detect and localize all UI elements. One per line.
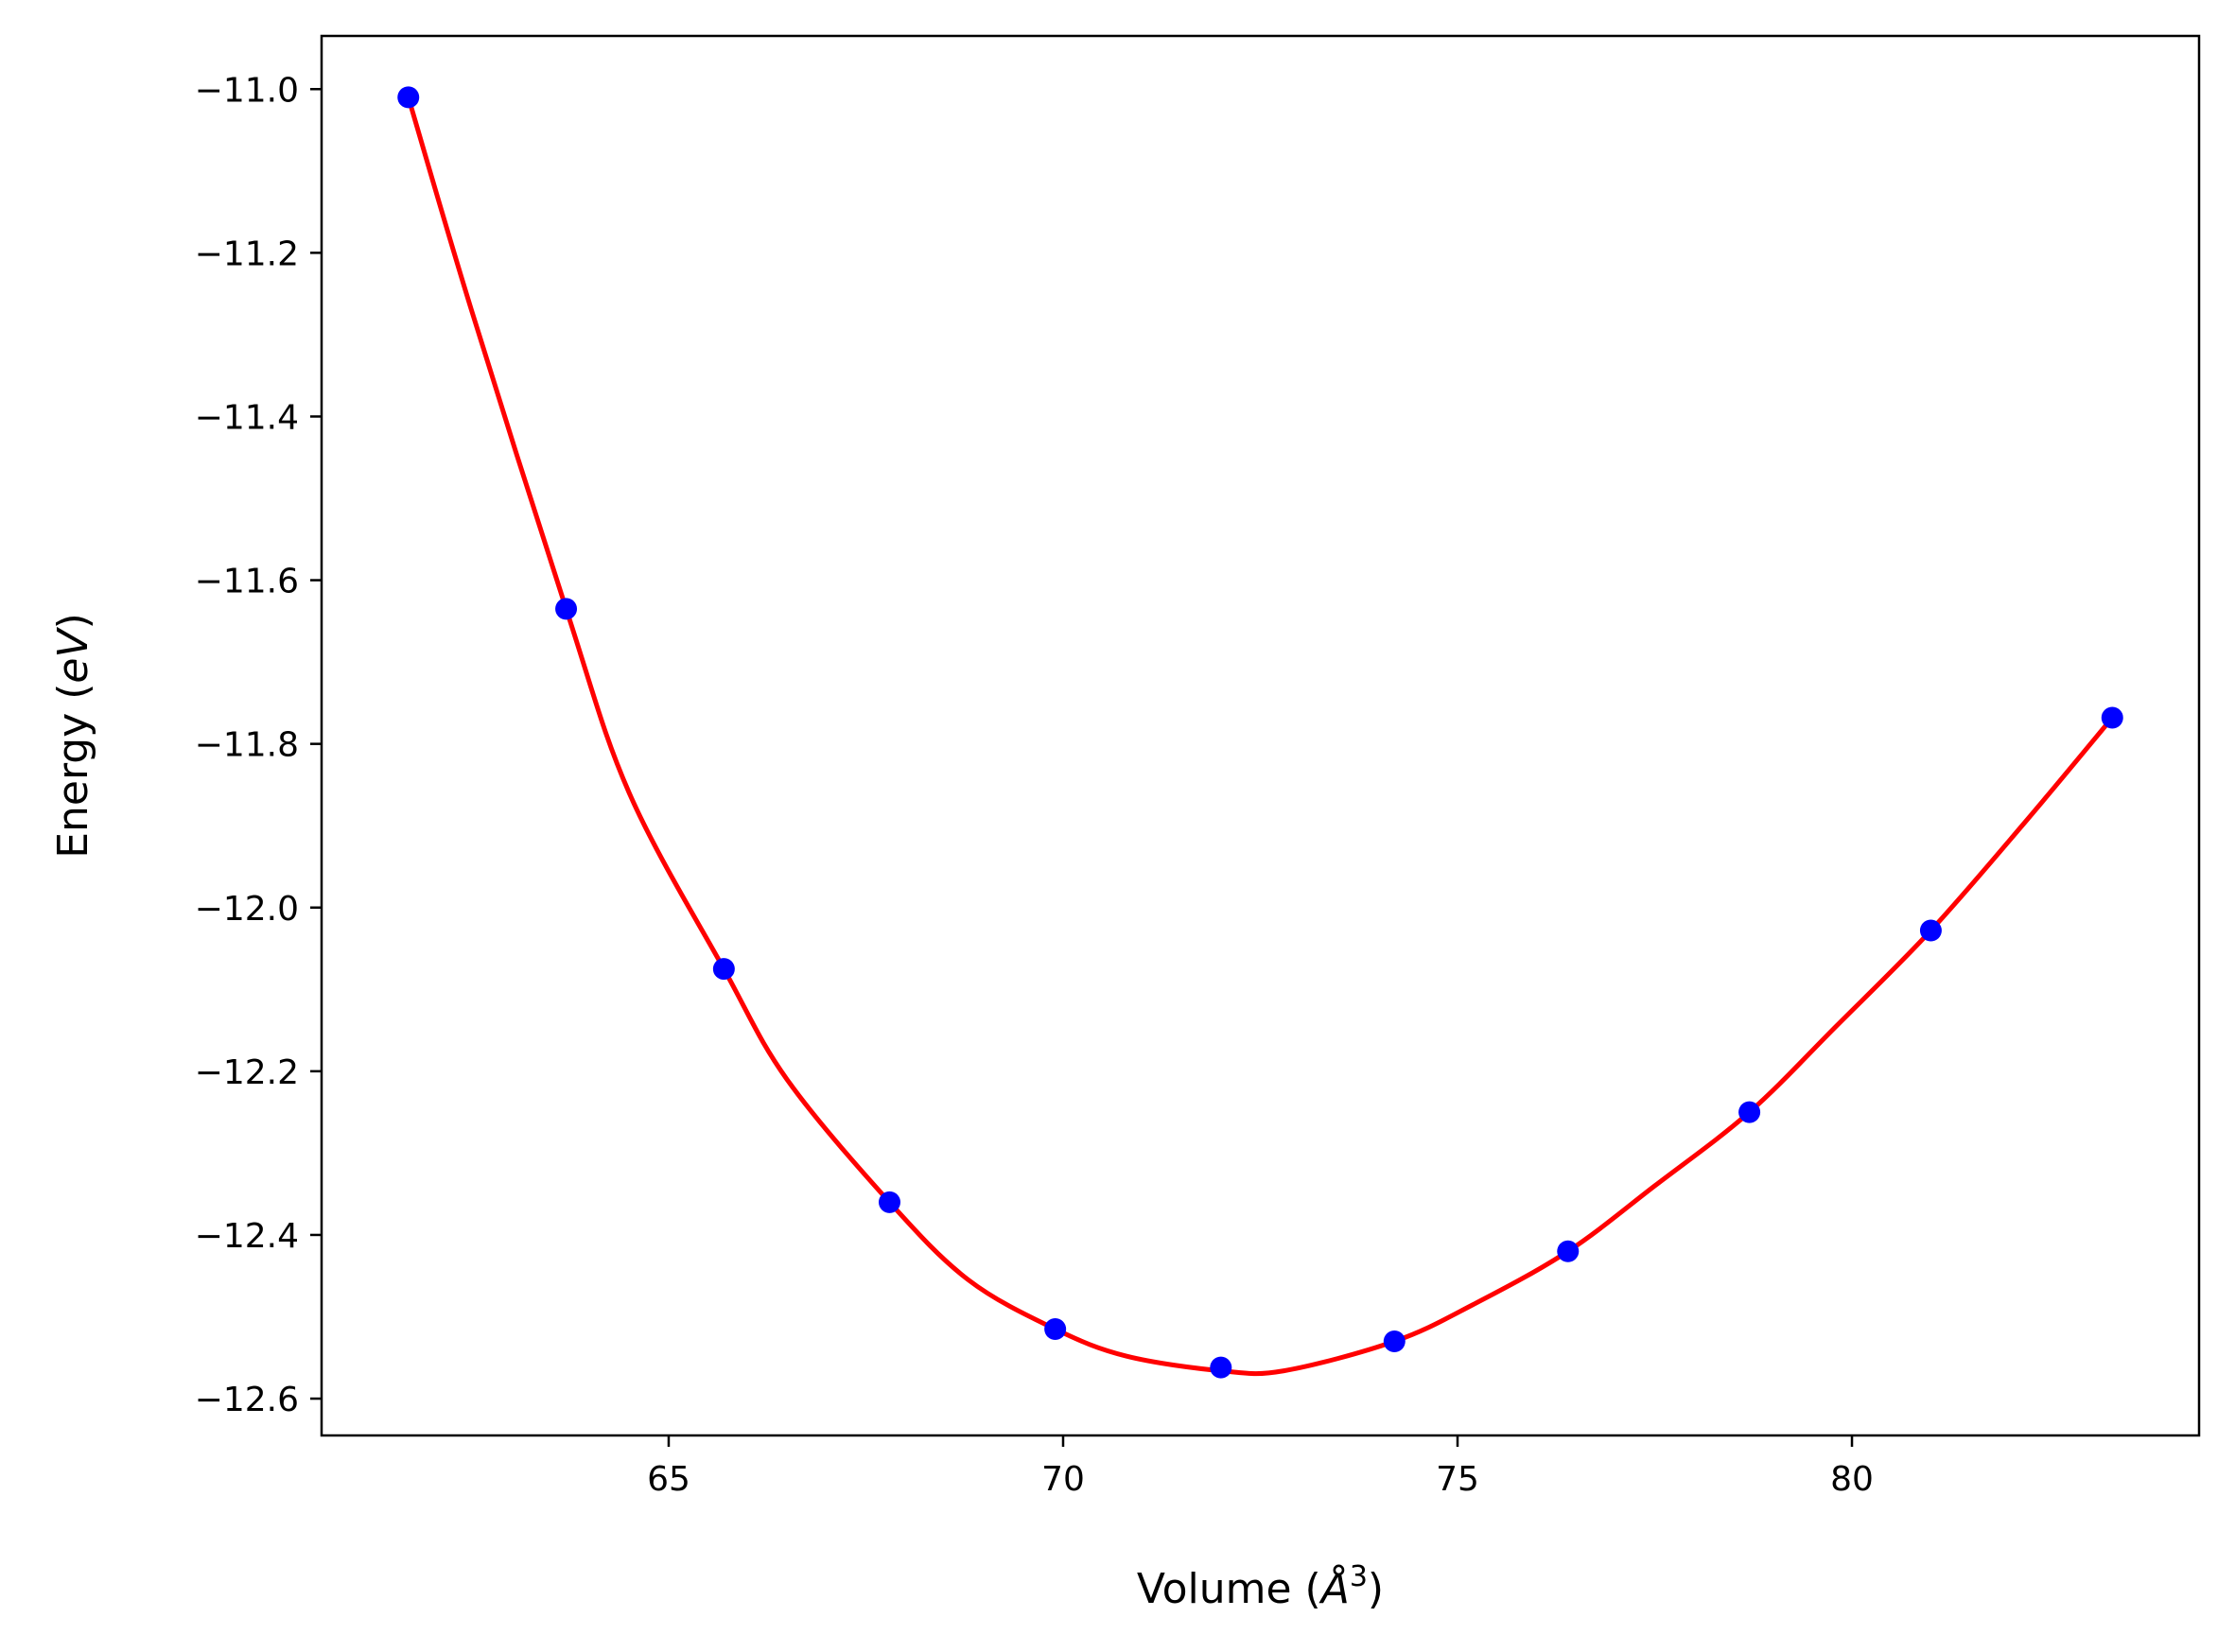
- y-tick-label: −12.4: [195, 1217, 299, 1256]
- plot-frame: [320, 34, 2201, 1437]
- y-tick-label: −12.6: [195, 1381, 299, 1419]
- data-point: [712, 958, 735, 981]
- data-point: [1919, 919, 1942, 942]
- y-tick-label: −11.6: [195, 563, 299, 601]
- y-axis: −11.0 −11.2 −11.4 −11.6 −11.8 −12.0 −12.2 −12.4…: [195, 71, 322, 1419]
- y-axis-title-suffix: ): [49, 613, 97, 629]
- data-point: [397, 86, 420, 109]
- plot-content: [397, 86, 2123, 1379]
- x-axis-title-unit: Å: [1318, 1563, 1350, 1613]
- x-axis-title-superscript: 3: [1350, 1560, 1368, 1593]
- x-axis: 65 70 75 80: [647, 1435, 1874, 1499]
- x-tick-label: 80: [1830, 1460, 1874, 1499]
- y-axis-title: Energy (eV): [49, 613, 97, 859]
- data-point: [879, 1191, 901, 1213]
- x-tick-label: 65: [647, 1460, 690, 1499]
- x-tick-label: 70: [1041, 1460, 1085, 1499]
- x-axis-title: Volume (Å3): [1137, 1560, 1384, 1613]
- data-point: [1383, 1330, 1406, 1352]
- data-point: [1044, 1317, 1067, 1340]
- data-point: [1557, 1240, 1580, 1262]
- y-tick-label: −11.2: [195, 235, 299, 273]
- data-point: [2101, 706, 2123, 729]
- x-tick-label: 75: [1436, 1460, 1479, 1499]
- y-tick-label: −12.0: [195, 890, 299, 929]
- x-axis-title-prefix: Volume (: [1137, 1565, 1321, 1613]
- x-axis-title-suffix: ): [1368, 1565, 1384, 1613]
- y-axis-title-prefix: Energy (: [49, 684, 97, 859]
- y-tick-label: −12.2: [195, 1053, 299, 1092]
- data-point: [555, 598, 578, 620]
- data-point: [1210, 1356, 1232, 1379]
- y-axis-title-unit: eV: [49, 627, 97, 684]
- y-tick-label: −11.0: [195, 71, 299, 110]
- data-point: [1738, 1101, 1761, 1123]
- fit-curve-line: [406, 96, 2115, 1377]
- y-tick-label: −11.4: [195, 398, 299, 437]
- y-tick-label: −11.8: [195, 726, 299, 765]
